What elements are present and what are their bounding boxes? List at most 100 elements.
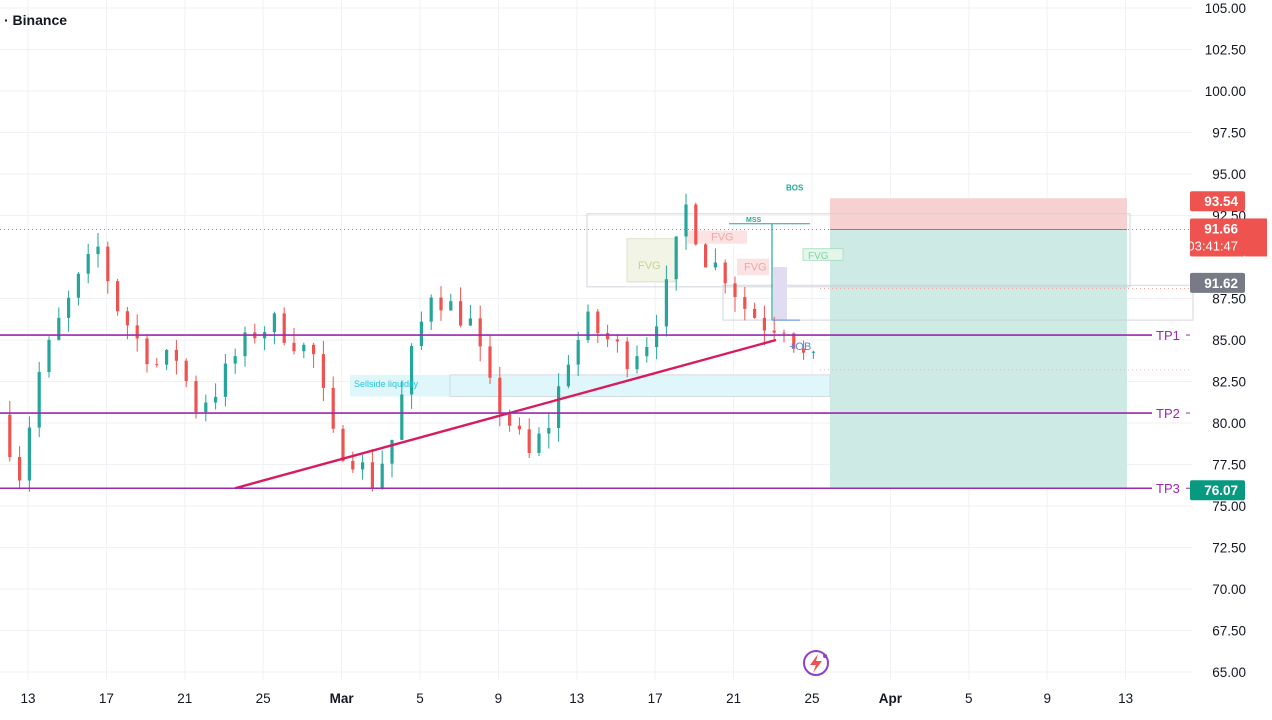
candle: [47, 336, 51, 378]
candle: [723, 259, 727, 294]
candle-body: [76, 273, 80, 298]
y-tick-label: 80.00: [1212, 416, 1246, 431]
x-tick-label: 13: [569, 691, 584, 706]
candle: [165, 349, 169, 371]
candle-body: [713, 262, 717, 268]
candle-body: [194, 381, 198, 413]
candle-body: [223, 363, 227, 397]
prev-close-tag: [1190, 272, 1245, 293]
candle-body: [125, 311, 129, 326]
candle-body: [782, 332, 786, 334]
candle: [488, 334, 492, 385]
candle: [233, 348, 237, 374]
candle: [449, 293, 453, 311]
candle-body: [419, 321, 423, 346]
candle-body: [341, 428, 345, 461]
candle: [312, 342, 316, 368]
candle-body: [811, 351, 815, 353]
candle: [517, 417, 521, 435]
y-tick-label: 77.50: [1212, 458, 1246, 473]
candle: [419, 311, 423, 350]
candle: [116, 278, 120, 316]
trendline: [234, 338, 777, 490]
candle-body: [233, 356, 237, 364]
candle: [292, 328, 296, 355]
candle: [478, 305, 482, 362]
annotation-fvg: FVG: [808, 251, 829, 262]
candle-body: [410, 345, 414, 395]
liquidity-zone: [350, 374, 830, 397]
candle: [145, 334, 149, 373]
candle-body: [155, 364, 159, 366]
candle-body: [753, 308, 757, 318]
x-tick-label: 5: [416, 691, 424, 706]
y-tick-label: 85.00: [1212, 333, 1246, 348]
stop-price-tag-value: 93.54: [1204, 194, 1238, 209]
stop-price-tag-bg: [1190, 191, 1245, 212]
current-price-tag-value: 91.66: [1204, 221, 1238, 236]
candle-body: [8, 414, 12, 458]
candle: [733, 276, 737, 312]
candle: [811, 350, 815, 359]
candle: [37, 361, 41, 438]
x-tick-label: 5: [965, 691, 973, 706]
candle-body: [606, 333, 610, 340]
candle-body: [733, 283, 737, 298]
liquidity-box: [449, 374, 831, 397]
candle: [468, 305, 472, 327]
tradingview-logo: [803, 650, 829, 676]
candle: [174, 339, 178, 375]
candle-body: [674, 236, 678, 280]
candle: [135, 314, 139, 352]
y-tick-label: 70.00: [1212, 582, 1246, 597]
candle: [380, 450, 384, 490]
candle: [625, 337, 629, 378]
x-tick-label: 25: [256, 691, 271, 706]
candle-body: [145, 338, 149, 365]
candle: [439, 286, 443, 321]
candle-body: [106, 246, 110, 282]
candle-body: [390, 439, 394, 464]
level-label-tp2: TP2: [1156, 406, 1180, 421]
candle-body: [204, 402, 208, 413]
candle-body: [321, 354, 325, 388]
annotation-fvg: FVG: [638, 260, 661, 272]
candle: [557, 373, 561, 442]
candle-body: [165, 349, 169, 365]
candle-body: [184, 360, 188, 382]
candle-body: [664, 279, 668, 327]
fvg-box: [626, 238, 676, 283]
logo-bolt-icon: [810, 654, 822, 673]
fvg-box: [737, 258, 769, 276]
candle: [566, 354, 570, 389]
current-price-tag-ext: [1245, 218, 1267, 257]
candle: [547, 413, 551, 449]
y-tick-label: 82.50: [1212, 375, 1246, 390]
candle: [67, 290, 71, 332]
candle: [655, 314, 659, 360]
candle: [596, 309, 600, 344]
candle-body: [645, 347, 649, 357]
candle: [429, 294, 433, 331]
candle: [243, 326, 247, 367]
candle-body: [615, 339, 619, 342]
candle-body: [566, 364, 570, 387]
candle-body: [527, 429, 531, 453]
candle-body: [596, 311, 600, 334]
candle: [694, 202, 698, 246]
candle-body: [331, 387, 335, 429]
annotation-fvg: FVG: [744, 262, 767, 274]
candle: [743, 286, 747, 321]
candle: [459, 287, 463, 328]
candle-body: [459, 301, 463, 326]
current-price-tag: [1190, 218, 1245, 257]
candle: [331, 376, 335, 433]
target-price-tag-bg: [1190, 480, 1245, 501]
candle-body: [655, 326, 659, 348]
candle-body: [704, 244, 708, 268]
candle-body: [86, 254, 90, 274]
level-label-tp1: TP1: [1156, 328, 1180, 343]
candle-body: [135, 325, 139, 339]
